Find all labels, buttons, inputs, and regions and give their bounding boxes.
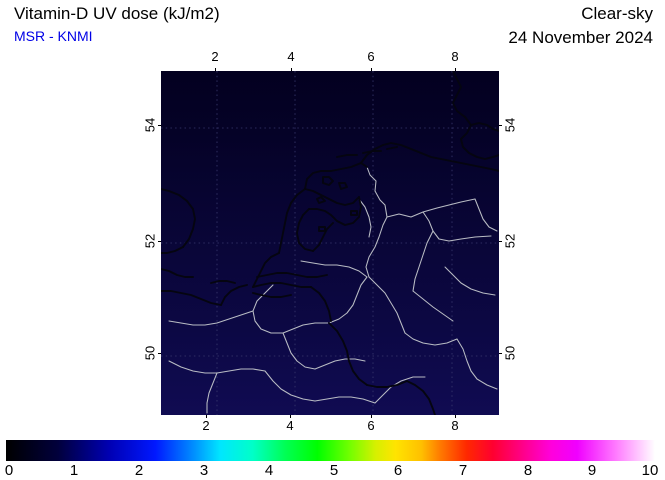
colorbar xyxy=(6,440,655,461)
longitude-tick-mark xyxy=(291,68,292,71)
longitude-tick-mark xyxy=(455,415,456,418)
colorbar-tick-label: 1 xyxy=(69,462,79,479)
colorbar-tick-label: 0 xyxy=(4,462,14,479)
longitude-tick-mark xyxy=(371,68,372,71)
latitude-tick-mark xyxy=(158,353,161,354)
latitude-tick-label: 52 xyxy=(142,233,158,249)
latitude-tick-mark xyxy=(499,241,502,242)
latitude-tick-mark xyxy=(499,125,502,126)
longitude-tick-mark xyxy=(290,415,291,418)
colorbar-tick-label: 3 xyxy=(199,462,209,479)
latitude-tick-label: 50 xyxy=(142,345,158,361)
longitude-tick-label: 6 xyxy=(367,49,375,64)
colorbar-tick-label: 4 xyxy=(264,462,274,479)
latitude-tick-mark xyxy=(158,125,161,126)
longitude-tick-mark xyxy=(215,68,216,71)
coastlines xyxy=(161,71,499,415)
figure-title: Vitamin-D UV dose (kJ/m2) xyxy=(14,4,220,23)
longitude-tick-label: 2 xyxy=(202,418,210,433)
latitude-tick-label: 50 xyxy=(502,345,518,361)
longitude-tick-label: 4 xyxy=(286,418,294,433)
national-borders xyxy=(168,166,498,414)
longitude-tick-label: 8 xyxy=(451,418,459,433)
colorbar-tick-label: 8 xyxy=(523,462,533,479)
colorbar-tick-label: 10 xyxy=(641,462,659,479)
sky-condition-label: Clear-sky xyxy=(581,4,653,23)
colorbar-tick-label: 5 xyxy=(329,462,339,479)
latitude-tick-label: 54 xyxy=(502,117,518,133)
map-plot-area xyxy=(158,68,502,418)
latitude-tick-mark xyxy=(499,353,502,354)
latitude-tick-label: 54 xyxy=(142,117,158,133)
longitude-tick-mark xyxy=(371,415,372,418)
figure-source: MSR - KNMI xyxy=(14,28,93,44)
figure-date: 24 November 2024 xyxy=(508,28,653,47)
colorbar-tick-label: 6 xyxy=(393,462,403,479)
latitude-tick-mark xyxy=(158,241,161,242)
longitude-tick-mark xyxy=(455,68,456,71)
longitude-tick-label: 2 xyxy=(211,49,219,64)
graticule-gridlines xyxy=(161,71,499,415)
colorbar-tick-label: 9 xyxy=(587,462,597,479)
latitude-tick-label: 52 xyxy=(502,233,518,249)
map-svg xyxy=(161,71,499,415)
map-canvas xyxy=(161,71,499,415)
longitude-tick-label: 8 xyxy=(451,49,459,64)
colorbar-tick-label: 2 xyxy=(134,462,144,479)
longitude-tick-label: 4 xyxy=(287,49,295,64)
longitude-tick-label: 6 xyxy=(367,418,375,433)
colorbar-tick-label: 7 xyxy=(458,462,468,479)
longitude-tick-mark xyxy=(206,415,207,418)
